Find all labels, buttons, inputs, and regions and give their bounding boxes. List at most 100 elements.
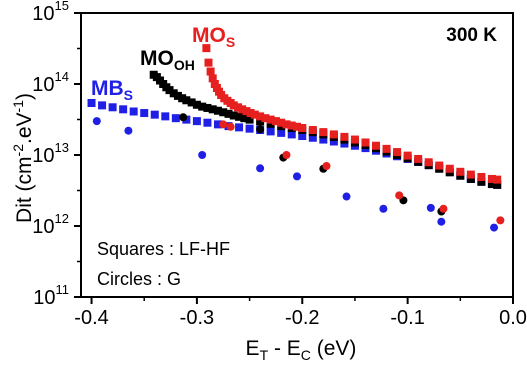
- mos-square-point: [246, 109, 255, 118]
- mooh-square-point: [477, 177, 486, 186]
- y-tick-base: 10: [32, 3, 54, 25]
- y-tick-exponent: 12: [55, 211, 69, 226]
- mos-square-point: [361, 138, 370, 147]
- mooh-square-point: [240, 114, 249, 123]
- mbs-square-point: [277, 128, 286, 137]
- mos-square-point: [229, 101, 238, 110]
- mos-square-point: [282, 120, 291, 129]
- mbs-square-point: [108, 103, 117, 112]
- y-title-sup2: -1: [10, 100, 26, 113]
- mos-square-point: [403, 151, 412, 160]
- mooh-square-point: [208, 105, 217, 114]
- mos-square-point: [250, 110, 259, 119]
- mbs-circle-point: [437, 217, 446, 226]
- mbs-square-point: [245, 124, 254, 133]
- mos-square-point: [208, 74, 217, 83]
- mbs-square-point: [308, 133, 317, 142]
- mooh-circle-point: [256, 125, 265, 134]
- y-tick-label: 1012: [32, 211, 69, 238]
- mooh-square-point: [165, 86, 174, 95]
- mos-square-point: [414, 154, 423, 163]
- circles-note: Circles : G: [97, 269, 181, 289]
- y-tick-exponent: 11: [56, 282, 70, 297]
- mbs-circle-point: [124, 126, 133, 135]
- mbs-label-main: MB: [91, 77, 124, 100]
- mooh-circle-point: [179, 113, 188, 122]
- mbs-square-point: [171, 114, 180, 123]
- mbs-square-point: [203, 118, 212, 127]
- mooh-square-point: [198, 102, 207, 111]
- series-label-mooh: MOOH: [140, 47, 195, 73]
- mos-square-point: [329, 130, 338, 139]
- mbs-square-point: [287, 130, 296, 139]
- mos-square-point: [445, 164, 454, 173]
- x-tick-label: -0.2: [285, 307, 319, 329]
- mooh-square-point: [466, 174, 475, 183]
- mooh-square-point: [173, 91, 182, 100]
- mbs-label-sub: S: [124, 87, 133, 103]
- mos-square-point: [238, 105, 247, 114]
- x-tick-label: -0.3: [180, 307, 214, 329]
- mos-square-point: [261, 114, 270, 123]
- y-tick-exponent: 15: [55, 0, 69, 13]
- mbs-square-point: [266, 127, 275, 136]
- y-tick-label: 1015: [32, 0, 69, 25]
- mbs-circle-point: [426, 203, 435, 212]
- mos-square-point: [271, 117, 280, 126]
- mos-square-point: [477, 172, 486, 181]
- x-title-mid: - E: [268, 337, 301, 360]
- series-mos: [202, 44, 505, 225]
- y-title-sup1: -2: [10, 144, 26, 157]
- x-title-main: E: [246, 337, 260, 360]
- mbs-square-point: [161, 112, 170, 121]
- mbs-circle-point: [198, 151, 207, 159]
- y-title-tail: ): [13, 93, 36, 100]
- mbs-square-point: [140, 109, 149, 118]
- x-title-sub1: T: [260, 347, 269, 363]
- mbs-square-point: [192, 117, 201, 126]
- y-tick-label: 1013: [32, 140, 69, 167]
- mos-square-point: [293, 122, 301, 131]
- mbs-square-point: [213, 120, 222, 129]
- y-tick-base: 10: [32, 145, 54, 167]
- x-tick-label: -0.1: [390, 307, 424, 329]
- mos-square-point: [266, 115, 275, 124]
- mooh-square-point: [187, 98, 196, 107]
- y-tick-exponent: 14: [55, 69, 69, 84]
- mos-square-point: [202, 44, 211, 53]
- series-label-mbs: MBS: [91, 77, 133, 103]
- mos-circle-point: [395, 191, 404, 200]
- mooh-square-point: [235, 112, 244, 121]
- mos-square-point: [287, 121, 296, 130]
- mbs-circle-point: [379, 204, 388, 213]
- y-title-main: Dit (cm: [13, 156, 36, 223]
- x-axis: -0.4 -0.3 -0.2 -0.1 0.0: [74, 297, 527, 329]
- mooh-square-point: [203, 103, 212, 112]
- y-tick-exponent: 13: [55, 140, 69, 155]
- mos-square-point: [256, 112, 265, 121]
- mos-circle-point: [496, 216, 505, 225]
- mooh-square-point: [182, 96, 191, 105]
- mos-square-point: [340, 132, 349, 141]
- y-tick-label: 1014: [32, 69, 69, 96]
- y-tick-base: 10: [33, 287, 55, 309]
- mooh-label-sub: OH: [174, 57, 195, 73]
- mooh-square-point: [229, 111, 238, 120]
- mos-square-point: [466, 170, 475, 179]
- mbs-circle-point: [92, 117, 101, 126]
- y-tick-label: 1011: [33, 282, 69, 309]
- mbs-square-point: [298, 132, 307, 141]
- y-tick-base: 10: [32, 74, 54, 96]
- mos-square-point: [456, 167, 465, 176]
- mooh-square-point: [224, 109, 233, 118]
- mooh-square-point: [245, 115, 254, 124]
- mbs-square-point: [235, 123, 244, 132]
- mooh-square-point: [493, 180, 502, 189]
- mos-square-point: [319, 128, 328, 137]
- series-label-mos: MOS: [192, 24, 235, 50]
- squares-note: Squares : LF-HF: [97, 239, 230, 259]
- mbs-square-point: [150, 110, 159, 119]
- mos-square-point: [242, 107, 251, 116]
- y-title-mid: .eV: [13, 112, 36, 144]
